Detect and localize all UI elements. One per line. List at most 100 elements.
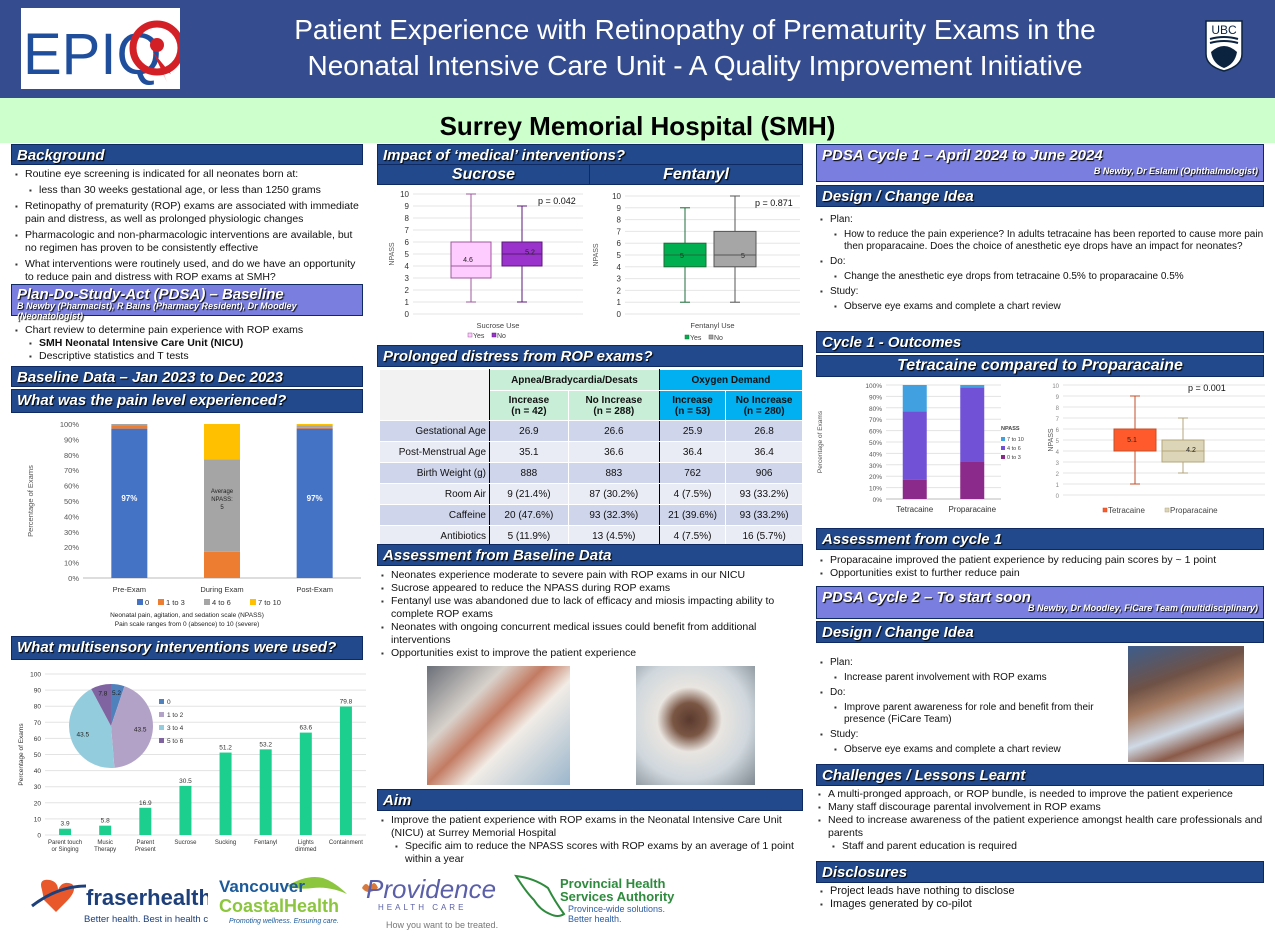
- y-tick-label: 60%: [869, 429, 882, 436]
- column-header: Increase (n = 53): [658, 390, 727, 421]
- providence-name: Providence: [366, 874, 496, 904]
- bar-segment: [960, 461, 985, 499]
- list-item: Plan:: [818, 657, 1118, 669]
- ubc-logo: UBC: [1205, 20, 1243, 72]
- y-tick-label: 100: [30, 672, 41, 679]
- y-tick-label: 90: [34, 688, 42, 695]
- data-label: 97%: [307, 494, 323, 503]
- cycle1-assessment-list: Proparacaine improved the patient experi…: [818, 554, 1264, 580]
- row-label: Gestational Age: [379, 420, 490, 442]
- y-tick-label: 0: [37, 833, 41, 840]
- list-item: Chart review to determine pain experienc…: [13, 324, 365, 337]
- y-tick-label: 4: [1056, 450, 1060, 456]
- y-axis-label: NPASS: [389, 242, 396, 266]
- y-tick-label: 30%: [64, 528, 79, 537]
- bar-segment: [296, 427, 333, 429]
- legend-label: 7 to 10: [258, 598, 281, 607]
- legend-swatch: [684, 334, 690, 340]
- x-tick-label: Music: [97, 840, 113, 846]
- pain-level-heading: What was the pain level experienced?: [11, 389, 363, 413]
- y-tick-label: 5: [1056, 439, 1060, 445]
- y-tick-label: 3: [1056, 461, 1060, 467]
- fraser-health-logo: fraserhealth Better health. Best in heal…: [28, 872, 224, 927]
- bar-segment: [296, 424, 333, 426]
- list-item: Opportunities exist to further reduce pa…: [818, 567, 1264, 580]
- providence-flower-icon: [362, 883, 378, 892]
- bar: [179, 785, 192, 835]
- ubc-logo-text: UBC: [1211, 23, 1237, 37]
- y-tick-label: 70%: [64, 466, 79, 475]
- legend-label: Yes: [473, 333, 485, 340]
- table-cell: 906: [725, 462, 803, 484]
- legend-label: 4 to 6: [1007, 446, 1021, 452]
- cycle1-outcomes-heading: Cycle 1 - Outcomes: [816, 331, 1264, 353]
- column-header: No Increase (n = 288): [567, 390, 660, 421]
- bar-segment: [960, 385, 985, 388]
- fraser-name: fraserhealth: [86, 885, 208, 910]
- providence-logo: Providence HEALTH CARE How you want to b…: [356, 866, 516, 934]
- phsa-tagline-1: Province-wide solutions.: [568, 904, 665, 914]
- row-label: Post-Menstrual Age: [379, 441, 490, 463]
- mean-label: 4.2: [1186, 447, 1196, 454]
- data-label: 5: [220, 505, 224, 511]
- y-tick-label: 20: [34, 800, 42, 807]
- data-label: 79.8: [340, 699, 353, 706]
- bar: [299, 732, 312, 835]
- title-line-1: Patient Experience with Retinopathy of P…: [294, 14, 1096, 45]
- table-cell: 36.6: [567, 441, 660, 463]
- cycle1-assessment-heading: Assessment from cycle 1: [816, 528, 1264, 550]
- y-tick-label: 5: [617, 251, 622, 260]
- legend-label: 4 to 6: [212, 598, 231, 607]
- table-cell: 93 (33.2%): [725, 504, 803, 526]
- table-row: Antibiotics 5 (11.9%) 13 (4.5%) 4 (7.5%) 16 …: [379, 525, 803, 547]
- table-corner: [379, 369, 490, 421]
- list-item: Change the anesthetic eye drops from tet…: [818, 271, 1264, 283]
- vch-name-2: CoastalHealth: [219, 896, 339, 916]
- legend-label: 0 to 3: [1007, 455, 1021, 461]
- y-tick-label: 100%: [60, 420, 80, 429]
- p-value-annotation: p = 0.042: [538, 196, 576, 206]
- table-cell: 87 (30.2%): [567, 483, 660, 505]
- vch-logo: Vancouver CoastalHealth Promoting wellne…: [217, 872, 357, 927]
- legend-swatch: [159, 738, 164, 743]
- baseline-data-heading: Baseline Data – Jan 2023 to Dec 2023: [11, 366, 363, 387]
- y-tick-label: 10%: [869, 486, 882, 493]
- x-tick-label: Fentanyl: [254, 840, 277, 846]
- cycle2-design-heading: Design / Change Idea: [816, 621, 1264, 643]
- aim-list: Improve the patient experience with ROP …: [379, 814, 799, 866]
- x-tick-label: During Exam: [200, 585, 243, 594]
- legend-swatch: [159, 725, 164, 730]
- y-tick-label: 1: [617, 298, 622, 307]
- x-tick-label: Tetracaine: [896, 505, 933, 514]
- legend-label: 5 to 6: [167, 738, 184, 745]
- disclosures-heading: Disclosures: [816, 861, 1264, 883]
- list-item: Study:: [818, 286, 1264, 298]
- bar: [259, 749, 272, 835]
- y-tick-label: 9: [1056, 395, 1060, 401]
- phsa-name-1: Provincial Health: [560, 876, 666, 891]
- bar-segment: [296, 425, 333, 428]
- y-tick-label: 70%: [869, 417, 882, 424]
- title-line-2: Neonatal Intensive Care Unit - A Quality…: [307, 50, 1083, 81]
- y-tick-label: 10%: [64, 559, 79, 568]
- x-tick-label: Present: [135, 847, 156, 853]
- list-item: A multi-pronged approach, or ROP bundle,…: [816, 788, 1264, 801]
- phsa-logo: Provincial Health Services Authority Pro…: [514, 870, 684, 930]
- y-tick-label: 50%: [869, 440, 882, 447]
- cycle2-design-list: Plan: Increase parent involvement with RO…: [818, 657, 1118, 759]
- table-row: Room Air 9 (21.4%) 87 (30.2%) 4 (7.5%) 93 (3…: [379, 483, 803, 505]
- data-label: 3.9: [61, 821, 70, 828]
- legend-swatch: [1102, 507, 1108, 513]
- y-tick-label: 90%: [64, 435, 79, 444]
- p-value-annotation: p = 0.001: [1188, 383, 1226, 393]
- data-label: 53.2: [259, 741, 272, 748]
- list-item: Project leads have nothing to disclose: [818, 885, 1264, 898]
- y-tick-label: 80%: [869, 406, 882, 413]
- challenges-list: A multi-pronged approach, or ROP bundle,…: [816, 788, 1264, 853]
- list-item: Neonates with ongoing concurrent medical…: [379, 621, 805, 647]
- legend-title: NPASS: [1001, 426, 1020, 432]
- cycle1-stacked-chart: 0% 10% 20% 30% 40% 50% 60% 70% 80% 90% 100% Percent…: [817, 383, 1024, 514]
- y-tick-label: 10: [400, 190, 409, 199]
- list-item: Proparacaine improved the patient experi…: [818, 554, 1264, 567]
- legend-swatch: [204, 599, 210, 605]
